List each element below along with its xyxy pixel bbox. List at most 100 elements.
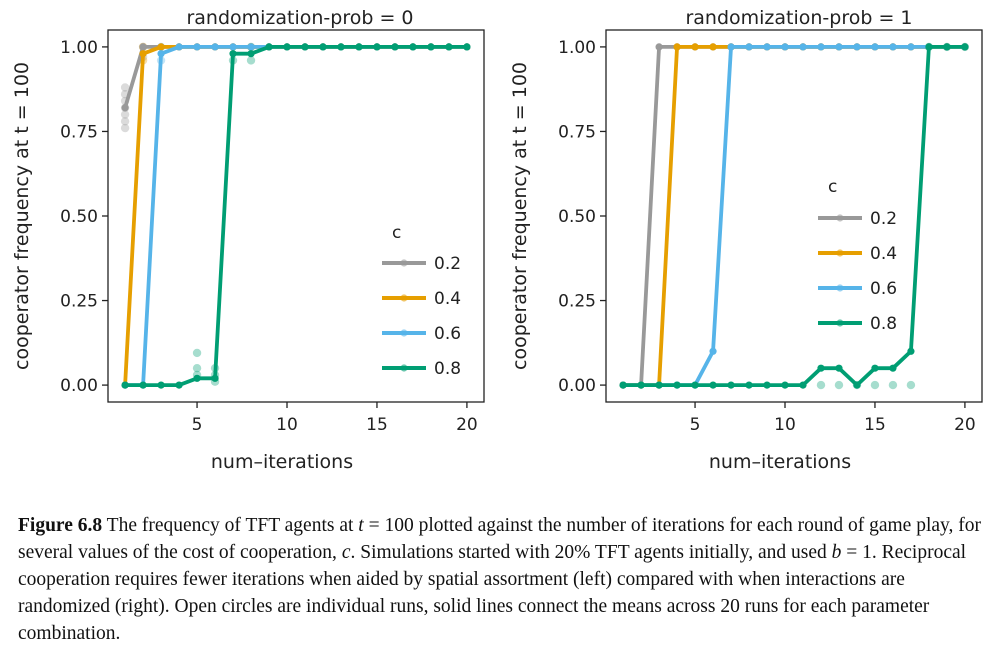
legend-label-c04: 0.4 — [870, 244, 897, 264]
caption-math-b: b — [831, 541, 842, 563]
series-line-c02 — [123, 45, 467, 109]
run-point-c02 — [120, 110, 130, 119]
y-tick-label: 1.00 — [558, 38, 596, 58]
series-point-c08 — [853, 381, 861, 389]
run-point-c08 — [192, 363, 202, 373]
x-axis-label: num–iterations — [211, 451, 353, 473]
y-tick-label: 0.00 — [60, 376, 98, 396]
legend-swatch-point — [836, 319, 844, 327]
series-point-c04 — [691, 43, 699, 51]
series-point-c08 — [691, 381, 699, 389]
chart-title: randomization-prob = 0 — [186, 7, 413, 29]
y-tick-label: 0.75 — [558, 122, 596, 142]
y-tick-label: 0.50 — [558, 207, 596, 227]
series-point-c08 — [391, 43, 399, 51]
y-tick-label: 0.25 — [558, 292, 596, 312]
run-point-c02 — [120, 117, 130, 126]
caption-text-2: = 100 plotted against the number of iter… — [18, 514, 981, 563]
series-point-c08 — [355, 43, 363, 51]
series-point-c08 — [961, 43, 969, 51]
run-point-c08 — [192, 348, 202, 358]
series-point-c08 — [283, 43, 291, 51]
legend-label-c08: 0.8 — [870, 314, 897, 334]
series-point-c02 — [139, 43, 147, 51]
y-tick-label: 0.25 — [60, 292, 98, 312]
series-point-c06 — [193, 43, 201, 51]
series-point-c08 — [157, 381, 165, 389]
caption-math-t: t — [358, 514, 364, 536]
series-point-c02 — [655, 43, 663, 51]
series-point-c08 — [301, 43, 309, 51]
figure-label: Figure 6.8 — [18, 514, 103, 536]
x-tick-label: 15 — [864, 415, 886, 435]
legend-label-c02: 0.2 — [870, 209, 897, 229]
run-point-c02 — [120, 123, 130, 133]
series-point-c04 — [673, 43, 681, 51]
series-point-c08 — [889, 364, 897, 372]
series-point-c08 — [745, 381, 753, 389]
series-point-c06 — [175, 43, 183, 51]
legend-title: c — [392, 223, 401, 243]
series-point-c08 — [925, 43, 933, 51]
series-point-c08 — [781, 381, 789, 389]
series-point-c08 — [907, 347, 915, 355]
chart-panel-1: randomization-prob = 0 5 10 15 20 0.00 0.25 0.5… — [11, 7, 485, 473]
series-point-c06 — [889, 43, 897, 51]
legend-swatch-point — [400, 294, 408, 302]
y-axis-label: cooperator frequency at t = 100 — [509, 62, 531, 370]
series-point-c08 — [319, 43, 327, 51]
y-axis-label: cooperator frequency at t = 100 — [11, 62, 33, 370]
x-axis-label: num–iterations — [709, 451, 851, 473]
y-tick-label: 0.75 — [60, 122, 98, 142]
series-point-c06 — [211, 43, 219, 51]
series-point-c08 — [463, 43, 471, 51]
figure-caption: Figure 6.8 The frequency of TFT agents a… — [18, 512, 986, 647]
series-point-c06 — [247, 43, 255, 51]
series-point-c04 — [139, 50, 147, 58]
series-point-c08 — [835, 364, 843, 372]
series-point-c06 — [799, 43, 807, 51]
series-point-c08 — [709, 381, 717, 389]
caption-math-c: c — [341, 541, 351, 563]
series-point-c08 — [337, 43, 345, 51]
x-tick-label: 10 — [276, 415, 298, 435]
plot-frame — [107, 29, 485, 403]
series-point-c06 — [853, 43, 861, 51]
series-point-c08 — [265, 43, 273, 51]
series-point-c08 — [871, 364, 879, 372]
legend-swatch-point — [400, 364, 408, 372]
run-point-c08 — [834, 380, 844, 390]
series-point-c06 — [745, 43, 753, 51]
caption-text-4: = 1. Reciprocal cooperation requires few… — [18, 541, 967, 644]
series-point-c08 — [193, 374, 201, 382]
series-point-c08 — [247, 50, 255, 58]
series-point-c06 — [763, 43, 771, 51]
series-point-c08 — [799, 381, 807, 389]
run-point-c08 — [906, 380, 916, 390]
legend-label-c06: 0.6 — [870, 279, 897, 299]
series-point-c06 — [871, 43, 879, 51]
series-point-c06 — [709, 347, 717, 355]
series-point-c06 — [781, 43, 789, 51]
series-point-c06 — [157, 50, 165, 58]
series-point-c08 — [817, 364, 825, 372]
caption-text-1: The frequency of TFT agents at — [102, 514, 359, 536]
series-point-c04 — [157, 43, 165, 51]
x-tick-label: 20 — [456, 415, 478, 435]
series-point-c08 — [139, 381, 147, 389]
legend-label-c06: 0.6 — [434, 324, 461, 344]
x-tick-label: 10 — [774, 415, 796, 435]
legend-swatch-point — [836, 284, 844, 292]
run-point-c02 — [120, 83, 130, 92]
series-point-c06 — [229, 43, 237, 51]
x-tick-label: 5 — [192, 415, 203, 435]
series-point-c08 — [175, 381, 183, 389]
y-tick-label: 0.50 — [60, 207, 98, 227]
x-tick-label: 20 — [954, 415, 976, 435]
x-tick-label: 5 — [690, 415, 701, 435]
series-point-c08 — [445, 43, 453, 51]
series-point-c08 — [619, 381, 627, 389]
legend-label-c02: 0.2 — [434, 254, 461, 274]
run-point-c08 — [816, 380, 826, 390]
series-point-c08 — [121, 381, 129, 389]
